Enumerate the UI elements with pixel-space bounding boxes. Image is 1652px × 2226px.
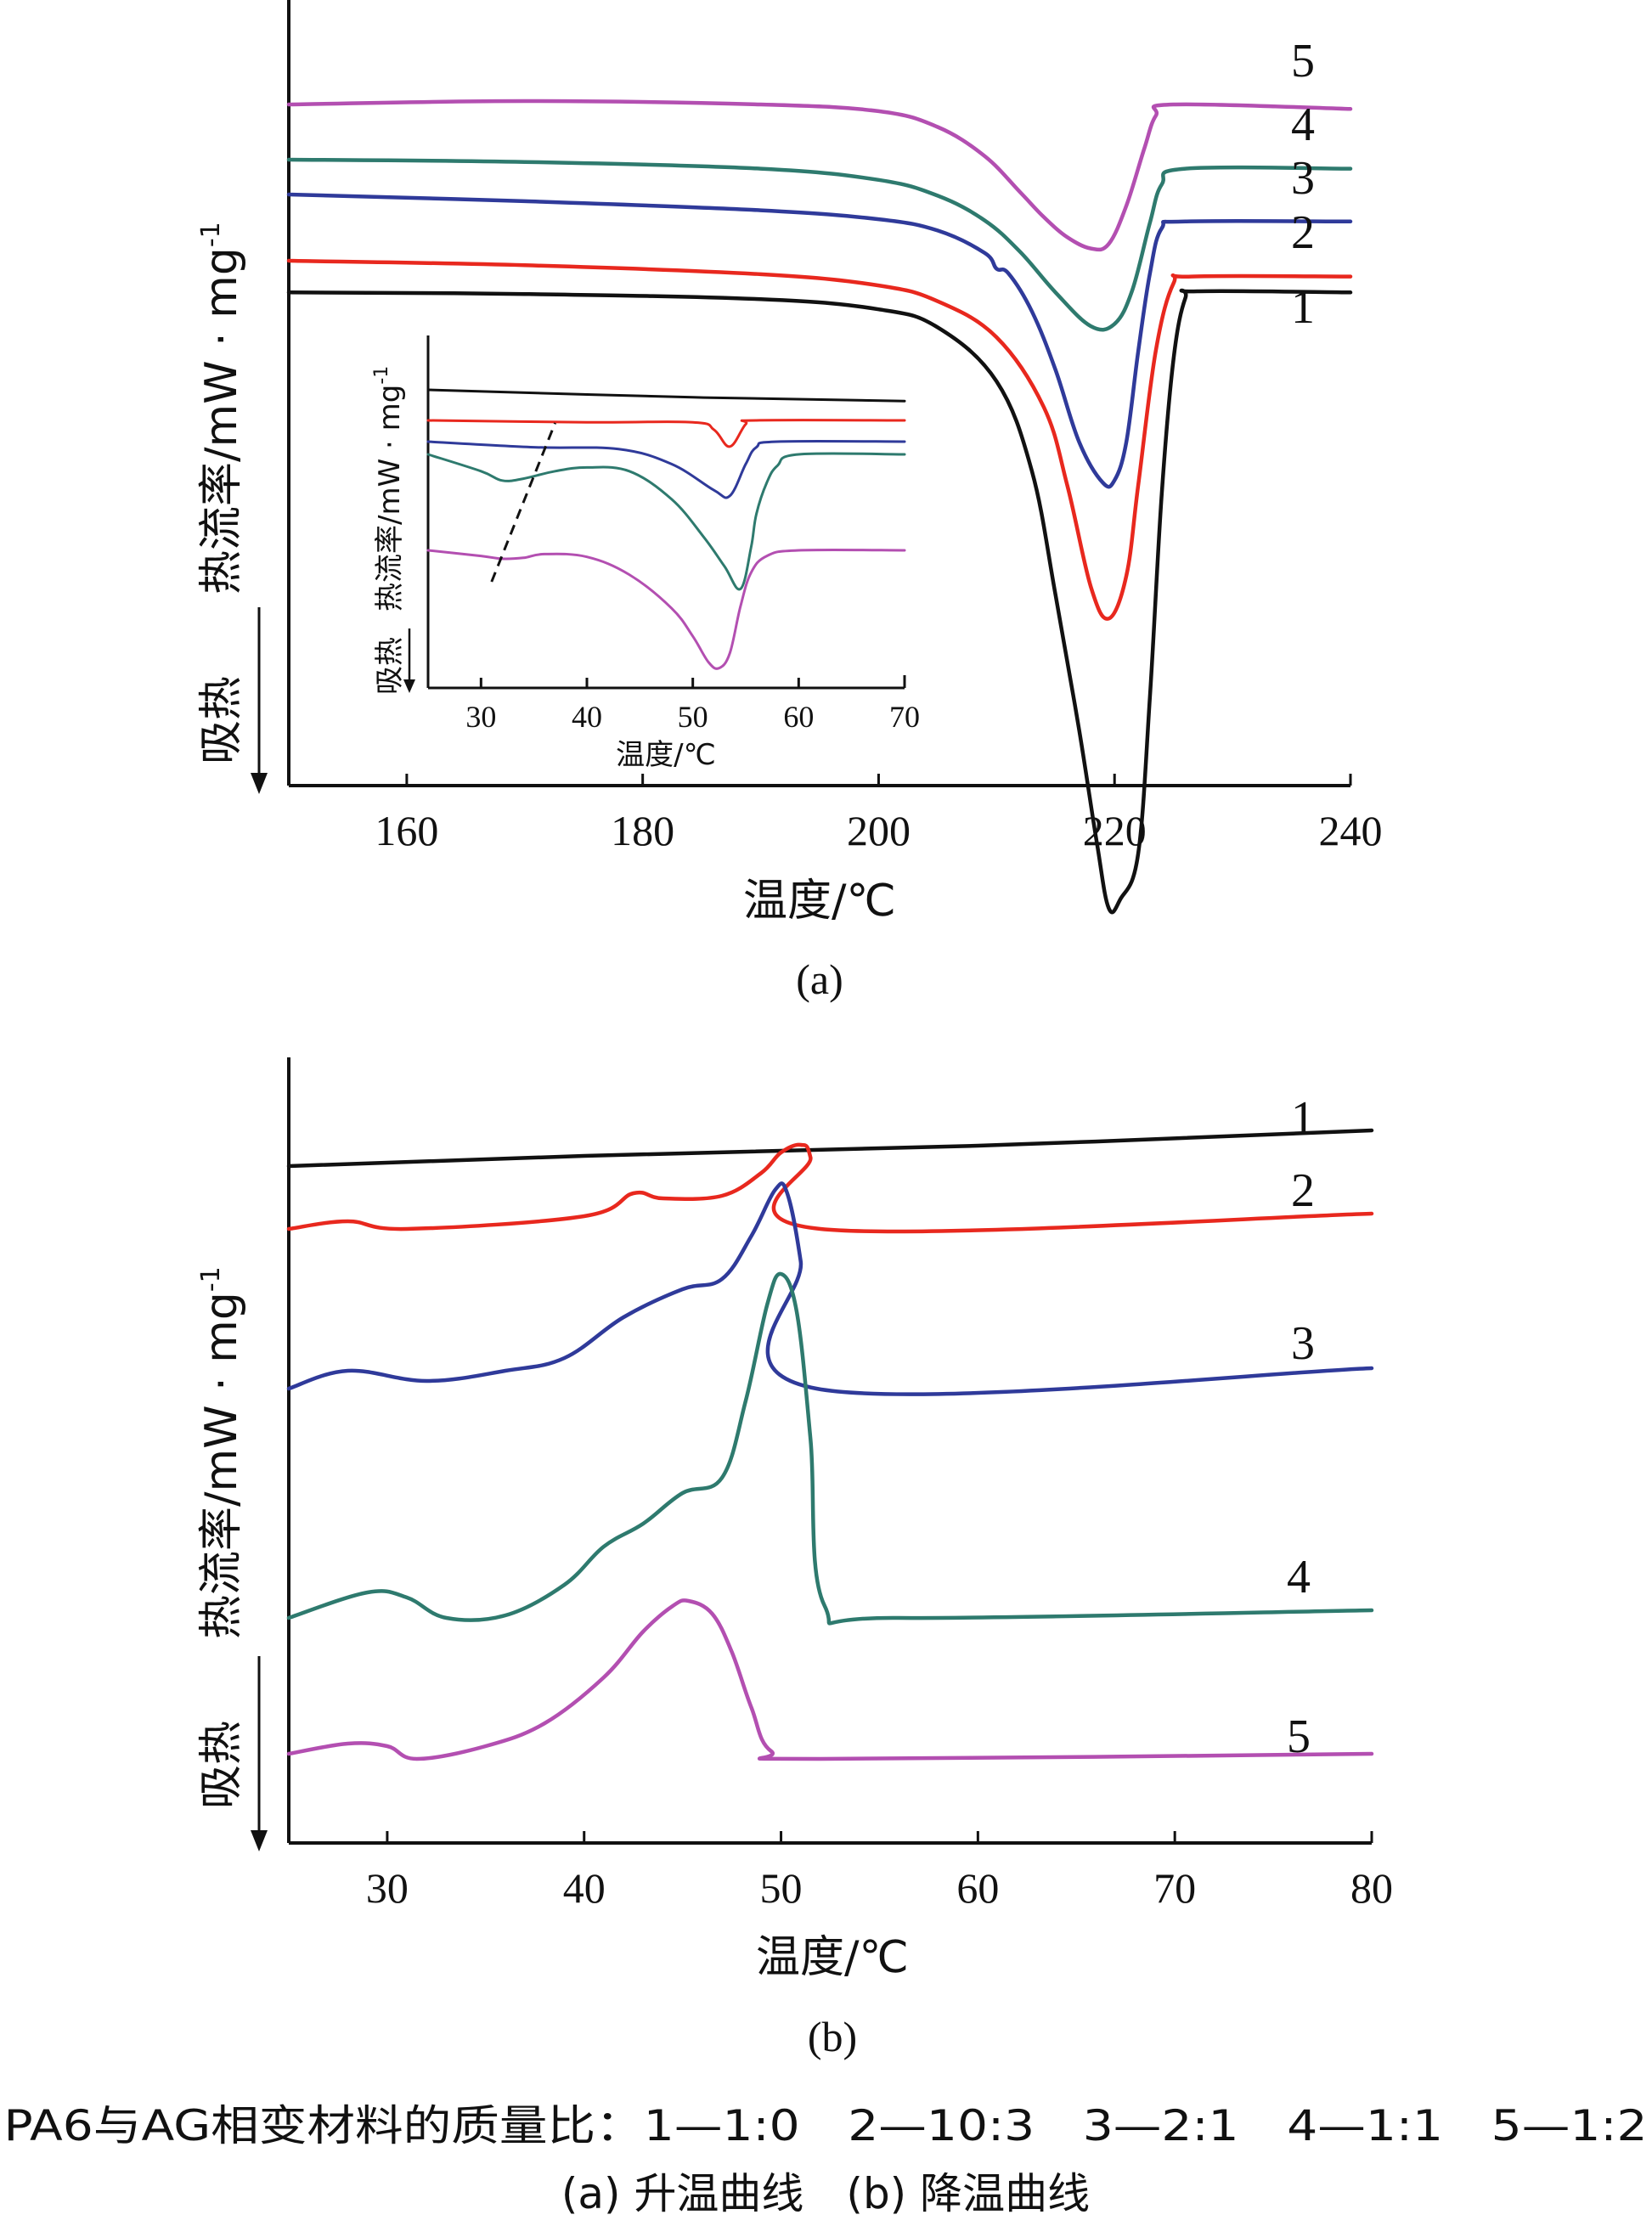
panel-a-y-axis-title: 热流率/mW · mg-1 (196, 222, 247, 595)
panel-a-x-ticks: 160 180 200 220 240 (375, 774, 1383, 854)
inset-series-3-line (426, 439, 906, 499)
panel-b-endo-indicator: 吸热 (196, 1656, 268, 1851)
inset-series-4-line (426, 452, 906, 591)
panel-a-endo-indicator: 吸热 (196, 607, 268, 794)
panel-a-x-tick-label: 180 (611, 807, 674, 854)
panel-b-series-3-line (286, 1181, 1374, 1396)
inset-y-title-sup: -1 (371, 366, 392, 385)
panel-a-x-tick-label: 200 (847, 807, 911, 854)
panel-b-series-3-label: 3 (1291, 1317, 1315, 1370)
inset-x-axis-title: 温度/℃ (616, 738, 716, 772)
panel-b-x-tick-label: 50 (760, 1864, 803, 1912)
inset-dashed-guide (490, 422, 556, 583)
inset-x-tick-label: 50 (678, 700, 708, 734)
inset-endo-label: 吸热 (373, 637, 407, 695)
panel-b-series-2-label: 2 (1291, 1164, 1315, 1217)
panel-a-series-5-label: 5 (1291, 35, 1315, 87)
panel-a-series-labels: 1 234 5 (1291, 35, 1315, 334)
svg-text:热流率/mW · mg-1: 热流率/mW · mg-1 (371, 366, 407, 611)
inset-y-title-text: 热流率/mW · mg (373, 385, 407, 611)
panel-a-endo-arrowhead-icon (251, 773, 268, 794)
inset-endo-arrowhead-icon (403, 679, 415, 693)
inset-x-tick-label: 60 (783, 700, 814, 734)
panel-a-series-4-line (286, 157, 1353, 332)
svg-text:热流率/mW · mg-1: 热流率/mW · mg-1 (196, 1266, 247, 1639)
panel-b-x-tick-label: 30 (366, 1864, 409, 1912)
panel-b-x-axis-title: 温度/℃ (756, 1932, 909, 1983)
inset-x-tick-label: 40 (572, 700, 602, 734)
inset-series (426, 388, 906, 670)
inset-endo-indicator: 吸热 (373, 628, 415, 695)
panel-a-y-title-sup: -1 (196, 222, 226, 247)
panel-b-x-tick-label: 40 (563, 1864, 606, 1912)
inset-series-1-line (426, 388, 906, 403)
svg-text:热流率/mW · mg-1: 热流率/mW · mg-1 (196, 222, 247, 595)
panel-b-series-4-label: 4 (1287, 1551, 1311, 1603)
panel-a-series-1-label: 1 (1291, 281, 1315, 334)
inset-y-axis-title: 热流率/mW · mg-1 (371, 366, 407, 611)
panel-a-series-3-label: 3 (1291, 152, 1315, 205)
panel-a-label: (a) (796, 955, 843, 1003)
panel-b-x-ticks: 30 40 50 60 70 80 (366, 1831, 1393, 1912)
panel-b-series-labels: 1 2 3 4 5 (1287, 1092, 1315, 1763)
panel-b-label: (b) (808, 2013, 857, 2060)
panel-b-endo-label: 吸热 (196, 1721, 247, 1809)
panel-a-x-tick-label: 160 (375, 807, 438, 854)
panel-b-endo-arrowhead-icon (251, 1830, 268, 1851)
panel-b-y-title-sup: -1 (196, 1266, 226, 1292)
inset-x-tick-label: 70 (889, 700, 920, 734)
panel-a-series-5-line (286, 99, 1353, 252)
figure-caption-legend: PA6与AG相变材料的质量比：1—1:0 2—10:3 3—2:1 4—1:1 … (4, 2101, 1648, 2150)
panel-b-x-tick-label: 70 (1153, 1864, 1196, 1912)
panel-a-series-2-label: 2 (1291, 206, 1315, 259)
panel-a-series-1-line (286, 288, 1353, 915)
panel-a-series (286, 99, 1353, 915)
inset-x-ticks: 30 40 50 60 70 (465, 678, 920, 734)
panel-b-series (286, 1128, 1374, 1761)
panel-b: 30 40 50 60 70 80 1 2 3 4 5 温度/℃ (b) 热流率/mW · mg-… (196, 1057, 1393, 2060)
panel-b-y-title-text: 热流率/mW · mg (196, 1292, 247, 1639)
panel-b-x-tick-label: 60 (956, 1864, 999, 1912)
panel-a-x-axis-title: 温度/℃ (743, 876, 896, 927)
inset-x-tick-label: 30 (465, 700, 496, 734)
panel-a-x-tick-label: 240 (1319, 807, 1383, 854)
panel-b-series-1-line (286, 1128, 1374, 1169)
panel-a-series-3-line (286, 192, 1353, 489)
panel-b-y-axis-title: 热流率/mW · mg-1 (196, 1266, 247, 1639)
figure-caption-subline: (a) 升温曲线 (b) 降温曲线 (561, 2169, 1090, 2218)
panel-b-series-1-label: 1 (1291, 1092, 1315, 1145)
panel-b-series-2-line (286, 1142, 1374, 1234)
panel-b-series-5-line (286, 1598, 1374, 1761)
panel-b-series-5-label: 5 (1287, 1710, 1311, 1763)
inset-series-5-line (426, 548, 906, 670)
panel-a-inset: 30 40 50 60 70 温度/℃ 热流率/mW · mg-1 吸热 (371, 335, 920, 772)
panel-a-series-2-line (286, 258, 1353, 621)
panel-a-y-title-text: 热流率/mW · mg (196, 247, 247, 595)
panel-b-series-4-line (286, 1271, 1374, 1626)
panel-a-series-4-label: 4 (1291, 99, 1315, 151)
panel-a-endo-label: 吸热 (196, 676, 247, 764)
inset-series-2-line (426, 419, 906, 448)
panel-b-x-tick-label: 80 (1350, 1864, 1393, 1912)
